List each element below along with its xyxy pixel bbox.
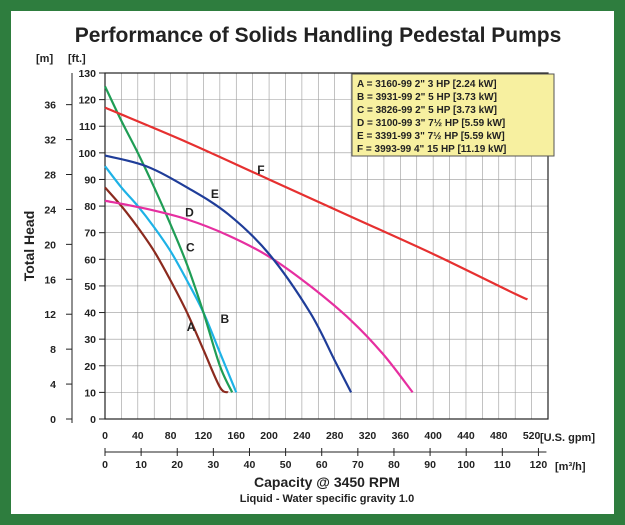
x2-tick-label-m3h: 80: [388, 459, 400, 471]
x2-tick-label-m3h: 0: [102, 459, 108, 471]
legend-box: [351, 73, 555, 157]
x-tick-label-gpm: 240: [293, 430, 311, 442]
y-tick-label-m: 20: [44, 239, 56, 251]
x-tick-label-gpm: 360: [392, 430, 410, 442]
x-tick-label-gpm: 200: [260, 430, 278, 442]
series-line-d: [104, 199, 414, 394]
x2-tick-label-m3h: 100: [457, 459, 475, 471]
legend-entry-e: E = 3391-99 3" 7½ HP [5.59 kW]: [357, 131, 505, 142]
plot-border: [104, 72, 549, 420]
y-tick-label-m: 28: [44, 170, 56, 182]
x-tick-label-gpm: 320: [359, 430, 377, 442]
y-tick-label-m: 24: [44, 204, 56, 216]
x2-tick-label-m3h: 50: [280, 459, 292, 471]
series-line-a: [104, 186, 229, 394]
x2-tick-label-m3h: 20: [171, 459, 183, 471]
x-tick-label-gpm: 280: [326, 430, 344, 442]
x-tick-label-gpm: 0: [102, 430, 108, 442]
y-unit-left: [m]: [36, 53, 53, 65]
x-tick-label-gpm: 440: [457, 430, 475, 442]
x2-tick-label-m3h: 30: [208, 459, 220, 471]
y-tick-label-ft: 50: [84, 281, 96, 293]
x2-tick-label-m3h: 40: [244, 459, 256, 471]
series-line-f: [104, 106, 528, 301]
x2-tick-label-m3h: 90: [424, 459, 436, 471]
y-tick-label-m: 32: [44, 135, 56, 147]
x2-tick-label-m3h: 70: [352, 459, 364, 471]
series-line-e: [104, 154, 353, 393]
legend-entry-f: F = 3993-99 4" 15 HP [11.19 kW]: [357, 144, 506, 155]
x-unit-secondary: [m³/h]: [555, 461, 586, 473]
legend: A = 3160-99 2" 3 HP [2.24 kW] B = 3931-9…: [351, 73, 555, 157]
curve-label-a: A: [187, 320, 196, 334]
x2-tick-label-m3h: 60: [316, 459, 328, 471]
x-tick-label-gpm: 160: [227, 430, 245, 442]
y-tick-label-m: 8: [50, 344, 56, 356]
y-tick-label-ft: 110: [79, 121, 96, 133]
y-tick-label-m: 12: [44, 309, 56, 321]
curve-label-c: C: [186, 240, 195, 254]
y-tick-label-m: 4: [50, 379, 56, 391]
y-tick-label-ft: 100: [78, 148, 96, 160]
y-tick-label-ft: 30: [84, 334, 96, 346]
y-tick-label-ft: 70: [84, 228, 96, 240]
x-tick-label-gpm: 400: [424, 430, 442, 442]
y-tick-label-ft: 120: [78, 95, 96, 107]
x-tick-label-gpm: 40: [132, 430, 144, 442]
x-axis-label: Capacity @ 3450 RPM: [254, 474, 400, 490]
x-tick-label-gpm: 80: [165, 430, 177, 442]
legend-entry-d: D = 3100-99 3" 7½ HP [5.59 kW]: [357, 118, 505, 129]
legend-entry-c: C = 3826-99 2" 5 HP [3.73 kW]: [357, 105, 497, 116]
y-tick-label-ft: 60: [84, 254, 96, 266]
series-lines: [104, 85, 528, 394]
y-tick-label-m: 16: [44, 274, 56, 286]
series-line-b: [104, 165, 238, 393]
legend-entry-b: B = 3931-99 2" 5 HP [3.73 kW]: [357, 92, 497, 103]
y-tick-label-m: 0: [50, 414, 56, 426]
legend-entry-a: A = 3160-99 2" 3 HP [2.24 kW]: [357, 79, 497, 90]
tick-labels: 0102030405060708090100110120130048121620…: [44, 68, 547, 471]
x-tick-label-gpm: 520: [523, 430, 541, 442]
curve-labels: A B C D E F: [185, 163, 264, 334]
y-tick-label-m: 36: [44, 100, 56, 112]
y-unit-right: [ft.]: [68, 53, 86, 65]
x2-tick-label-m3h: 120: [530, 459, 548, 471]
x-tick-label-gpm: 480: [490, 430, 508, 442]
y-tick-label-ft: 130: [78, 68, 96, 80]
y-tick-label-ft: 0: [90, 414, 96, 426]
series-line-c: [104, 85, 234, 393]
y-tick-label-ft: 90: [84, 174, 96, 186]
y-axis-label: Total Head: [21, 211, 37, 282]
chart-subtitle: Liquid - Water specific gravity 1.0: [240, 493, 414, 505]
curve-label-f: F: [257, 163, 264, 177]
chart-title: Performance of Solids Handling Pedestal …: [75, 24, 562, 47]
x2-tick-label-m3h: 110: [494, 459, 511, 471]
curve-label-d: D: [185, 206, 194, 220]
x2-tick-label-m3h: 10: [135, 459, 147, 471]
x-tick-label-gpm: 120: [195, 430, 213, 442]
y-tick-label-ft: 40: [84, 308, 96, 320]
y-tick-label-ft: 80: [84, 201, 96, 213]
y-tick-label-ft: 10: [84, 387, 96, 399]
curve-label-b: B: [220, 312, 229, 326]
y-tick-label-ft: 20: [84, 361, 96, 373]
x-unit-primary: [U.S. gpm]: [540, 432, 595, 444]
curve-label-e: E: [211, 187, 219, 201]
